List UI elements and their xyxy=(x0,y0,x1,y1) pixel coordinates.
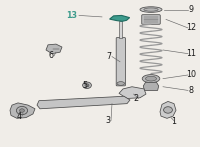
Ellipse shape xyxy=(142,75,160,83)
Text: 12: 12 xyxy=(186,23,196,32)
Bar xyxy=(119,21,122,38)
Polygon shape xyxy=(119,87,146,98)
Text: 1: 1 xyxy=(172,117,177,126)
Polygon shape xyxy=(110,15,130,21)
Text: 3: 3 xyxy=(106,116,110,125)
Circle shape xyxy=(20,109,24,112)
Circle shape xyxy=(83,82,91,88)
Circle shape xyxy=(16,106,28,115)
Text: 2: 2 xyxy=(133,94,139,103)
Text: 7: 7 xyxy=(106,52,112,61)
Circle shape xyxy=(85,84,89,87)
Circle shape xyxy=(164,107,172,113)
Text: 5: 5 xyxy=(82,81,88,91)
Polygon shape xyxy=(37,96,130,109)
Text: 10: 10 xyxy=(186,70,196,80)
Text: 9: 9 xyxy=(188,5,194,14)
Ellipse shape xyxy=(140,7,162,12)
Ellipse shape xyxy=(144,8,158,11)
FancyBboxPatch shape xyxy=(116,38,125,86)
Polygon shape xyxy=(143,82,159,90)
Text: 11: 11 xyxy=(186,49,196,58)
Ellipse shape xyxy=(117,82,125,85)
Text: 8: 8 xyxy=(188,86,194,95)
Polygon shape xyxy=(46,44,62,54)
FancyBboxPatch shape xyxy=(142,15,160,24)
Text: 4: 4 xyxy=(16,112,22,121)
Polygon shape xyxy=(160,101,176,118)
Ellipse shape xyxy=(146,76,156,81)
Text: 13: 13 xyxy=(66,11,78,20)
Text: 6: 6 xyxy=(48,51,54,60)
Polygon shape xyxy=(10,103,35,118)
